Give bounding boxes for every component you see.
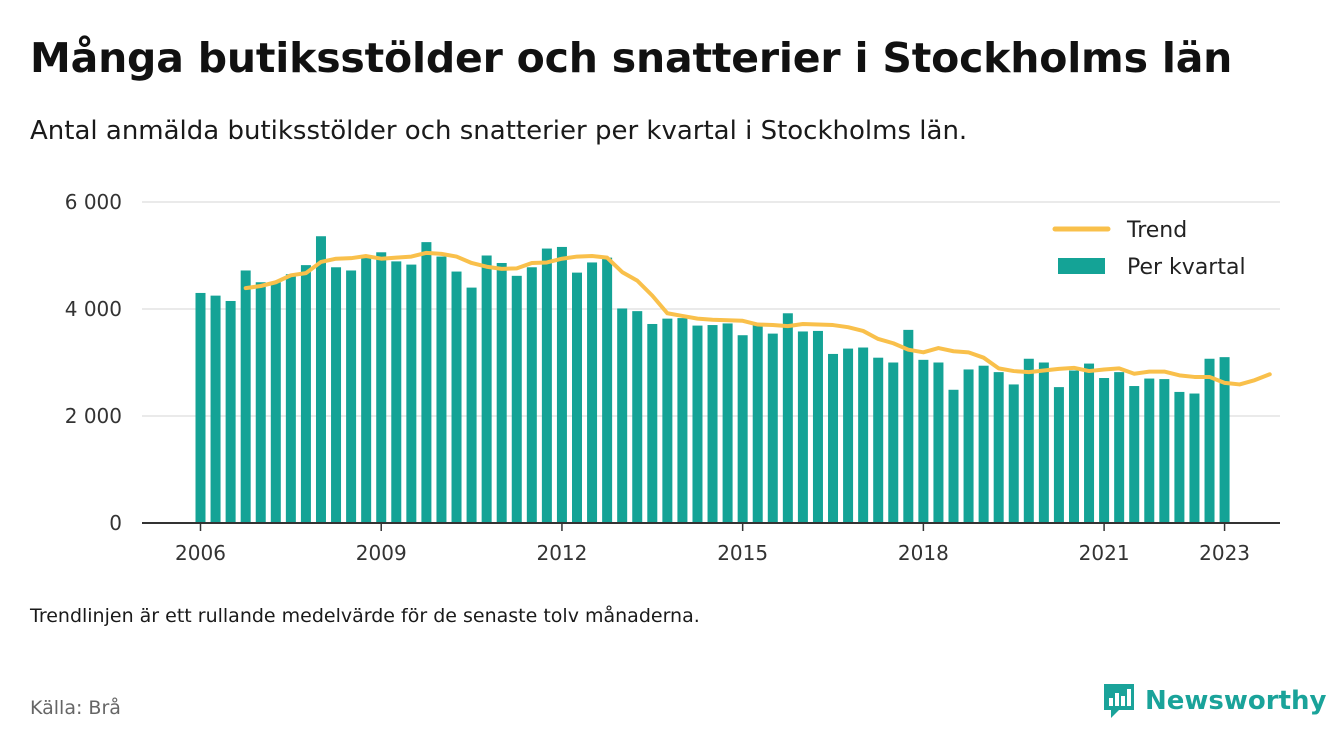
bar — [888, 362, 899, 523]
brand-name: Newsworthy — [1145, 686, 1327, 716]
bar — [195, 292, 206, 523]
bar — [225, 300, 236, 523]
bar — [315, 236, 326, 524]
bar — [300, 265, 311, 523]
x-tick-label: 2018 — [898, 541, 949, 565]
bar — [1159, 379, 1170, 523]
trend-line — [243, 250, 1272, 387]
y-tick-label: 4 000 — [65, 297, 122, 321]
bar — [933, 362, 944, 523]
legend-label-per-kvartal: Per kvartal — [1127, 255, 1246, 280]
bar — [210, 295, 221, 524]
bar — [797, 331, 808, 523]
bar — [541, 248, 552, 524]
bar — [1219, 357, 1230, 523]
chart-title: Många butiksstölder och snatterier i Sto… — [30, 34, 1233, 82]
bar — [677, 318, 688, 523]
bar — [993, 372, 1004, 523]
bar — [406, 264, 417, 523]
axes: 0 2 000 4 000 6 000 2006 2009 2012 2015 2018 2021… — [65, 190, 1280, 565]
bar — [602, 257, 613, 523]
legend-label-trend: Trend — [1126, 218, 1187, 243]
x-tick-label: 2012 — [536, 541, 587, 565]
y-tick-label: 6 000 — [65, 190, 122, 214]
bar — [526, 267, 537, 523]
bar — [421, 242, 432, 524]
bar — [451, 271, 462, 523]
x-tick-label: 2015 — [717, 541, 768, 565]
bar — [692, 325, 703, 523]
bar — [511, 275, 522, 523]
bar — [1114, 372, 1125, 523]
bar — [843, 348, 854, 523]
footnote: Trendlinjen är ett rullande medelvärde f… — [30, 605, 700, 627]
bar — [1174, 391, 1185, 523]
bar — [873, 357, 884, 523]
bar — [828, 353, 839, 523]
bar — [752, 322, 763, 523]
bar — [647, 323, 658, 523]
bar — [1068, 370, 1079, 523]
bar — [1084, 363, 1095, 523]
bar — [496, 262, 507, 523]
bar — [737, 335, 748, 523]
bar — [1144, 378, 1155, 523]
bar — [1023, 358, 1034, 523]
chart-subtitle: Antal anmälda butiksstölder och snatteri… — [30, 116, 968, 146]
bar — [812, 330, 823, 523]
bar — [1129, 386, 1140, 523]
bar-series-per-kvartal — [195, 236, 1230, 524]
bar — [1038, 362, 1049, 523]
bar — [963, 369, 974, 523]
bar — [255, 282, 266, 523]
bar — [918, 359, 929, 523]
bar — [948, 389, 959, 523]
source-label: Källa: Brå — [30, 697, 121, 719]
trend-series — [243, 250, 1272, 387]
newsworthy-logo-icon — [1104, 684, 1134, 718]
bar — [662, 318, 673, 523]
bar — [632, 311, 643, 523]
bar — [1099, 378, 1110, 523]
legend: Trend Per kvartal — [1052, 218, 1246, 280]
bar — [978, 365, 989, 523]
bar — [361, 256, 372, 523]
bar — [481, 255, 492, 523]
bar — [572, 272, 582, 523]
bar — [903, 329, 914, 523]
bar — [270, 282, 281, 523]
bar — [436, 256, 447, 523]
bar — [346, 270, 357, 523]
legend-swatch-per-kvartal — [1058, 258, 1105, 274]
y-tick-label: 2 000 — [65, 404, 122, 428]
x-tick-label: 2021 — [1079, 541, 1130, 565]
bar — [707, 325, 718, 523]
x-tick-label: 2023 — [1199, 541, 1250, 565]
x-tick-label: 2009 — [356, 541, 407, 565]
bar — [391, 261, 402, 523]
bar — [1204, 358, 1215, 523]
y-tick-label: 0 — [109, 511, 122, 535]
bar — [1008, 384, 1019, 523]
bar — [587, 262, 598, 523]
bar — [722, 323, 733, 523]
bar — [1189, 393, 1200, 523]
bar — [466, 287, 477, 523]
x-tick-label: 2006 — [175, 541, 226, 565]
bar — [1053, 387, 1064, 523]
bar — [556, 246, 567, 523]
bar — [767, 333, 778, 523]
bar — [240, 270, 251, 523]
bar — [331, 267, 342, 523]
bar — [782, 313, 793, 523]
bar — [376, 252, 387, 524]
chart-area: 0 2 000 4 000 6 000 2006 2009 2012 2015 2018 2021… — [65, 190, 1280, 565]
bar — [858, 347, 869, 523]
bar — [285, 274, 296, 523]
bar — [617, 308, 628, 523]
newsworthy-brand[interactable]: Newsworthy — [1102, 682, 1326, 720]
